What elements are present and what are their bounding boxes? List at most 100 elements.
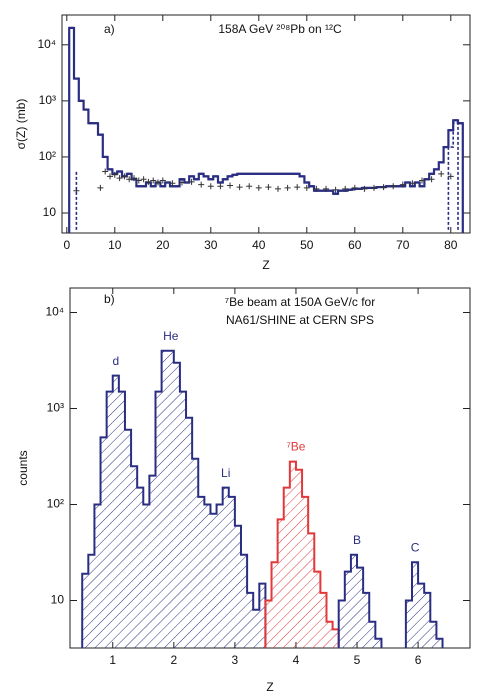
panel-label: b): [104, 292, 115, 306]
y-tick-label: 10⁴: [37, 37, 56, 51]
histogram-bar: [210, 513, 217, 648]
cross-point: [135, 177, 142, 184]
histogram-bar: [369, 621, 376, 648]
histogram-bar: [320, 592, 327, 648]
x-tick-label: 6: [415, 653, 422, 667]
histogram-bar: [179, 391, 187, 648]
cross-point: [188, 178, 195, 185]
panel-title: 158A GeV ²⁰⁸Pb on ¹²C: [218, 22, 342, 36]
cross-point: [380, 184, 387, 191]
y-tick-label: 10: [43, 205, 57, 219]
cross-point: [169, 180, 176, 187]
histogram-bar: [314, 571, 321, 648]
cross-point: [236, 184, 243, 191]
x-axis-label: Z: [266, 680, 273, 694]
cross-point: [303, 184, 310, 191]
histogram-bar: [277, 519, 284, 648]
cross-point: [116, 175, 123, 182]
histogram-bar: [112, 375, 119, 648]
histogram-bar: [228, 496, 235, 648]
cross-point: [246, 183, 253, 190]
histogram-bar: [265, 600, 272, 648]
cross-point: [447, 173, 454, 180]
histogram-bar: [405, 600, 412, 648]
y-tick-label: 10⁴: [45, 305, 64, 319]
x-axis-label: Z: [262, 258, 269, 272]
y-axis-label: counts: [16, 450, 30, 485]
histogram-bar: [88, 554, 95, 648]
x-tick-label: 5: [354, 653, 361, 667]
histogram-bar: [418, 583, 425, 648]
cross-point: [159, 177, 166, 184]
histogram-bar: [338, 600, 345, 648]
histogram-bar: [240, 554, 248, 648]
cross-point: [126, 176, 133, 183]
x-tick-label: 70: [396, 238, 410, 252]
histogram-bar: [289, 461, 296, 648]
histogram-outline: [337, 553, 383, 648]
histogram-bar: [131, 466, 138, 648]
histogram-bar: [186, 417, 193, 648]
x-tick-label: 1: [109, 653, 116, 667]
cross-point: [179, 179, 185, 186]
histogram-bar: [283, 487, 290, 648]
histogram-bar: [247, 592, 254, 648]
cross-point: [275, 185, 281, 192]
histogram-bar: [124, 429, 132, 648]
cross-point: [399, 181, 406, 188]
histogram-bar: [149, 475, 156, 648]
panel-label: a): [104, 22, 115, 36]
x-tick-label: 3: [232, 653, 239, 667]
histogram-bar: [357, 567, 364, 648]
histogram-bar: [94, 504, 101, 648]
histogram-bar: [198, 496, 205, 648]
step-outline: [68, 26, 464, 233]
x-tick-label: 10: [108, 238, 122, 252]
histogram-bar: [216, 504, 223, 648]
cross-point: [390, 183, 397, 190]
peak-label: He: [163, 329, 179, 343]
x-tick-label: 30: [204, 238, 218, 252]
x-tick-label: 60: [348, 238, 362, 252]
cross-point: [97, 184, 104, 191]
y-tick-label: 10³: [39, 93, 56, 107]
x-tick-label: 2: [170, 653, 177, 667]
x-tick-label: 50: [300, 238, 314, 252]
cross-point: [428, 176, 435, 183]
peak-label: B: [353, 533, 361, 547]
histogram-bar: [344, 571, 351, 648]
histogram-outline: [264, 460, 340, 648]
histogram-bar: [436, 638, 443, 648]
x-tick-label: 20: [156, 238, 170, 252]
peak-label: d: [112, 354, 119, 368]
cross-point: [107, 173, 113, 180]
plot-frame: [61, 14, 471, 234]
histogram-bar: [167, 350, 174, 648]
cross-point: [409, 180, 416, 187]
histogram-bar: [332, 629, 339, 648]
histogram-bar: [118, 391, 125, 648]
histogram-bar: [161, 350, 168, 648]
cross-point: [131, 175, 137, 182]
cross-point: [121, 173, 128, 180]
histogram-bar: [302, 496, 309, 648]
peak-label: ⁷Be: [286, 440, 305, 454]
cross-point: [150, 177, 157, 184]
histogram-bar: [143, 504, 150, 648]
histogram-outline: [81, 349, 267, 648]
cross-point: [207, 183, 214, 190]
histogram-bar: [259, 583, 266, 648]
histogram-bar: [234, 525, 241, 648]
histogram-bar: [430, 621, 437, 648]
cross-point: [313, 185, 320, 192]
histogram-outline: [404, 561, 444, 648]
cross-point: [155, 179, 161, 186]
cross-point: [111, 171, 118, 178]
histogram-bar: [137, 487, 144, 648]
histogram-bar: [106, 391, 113, 648]
panel-title: ⁷Be beam at 150A GeV/c for: [225, 295, 375, 309]
cross-point: [323, 185, 329, 192]
cross-point: [342, 185, 349, 192]
histogram-bar: [411, 562, 419, 648]
